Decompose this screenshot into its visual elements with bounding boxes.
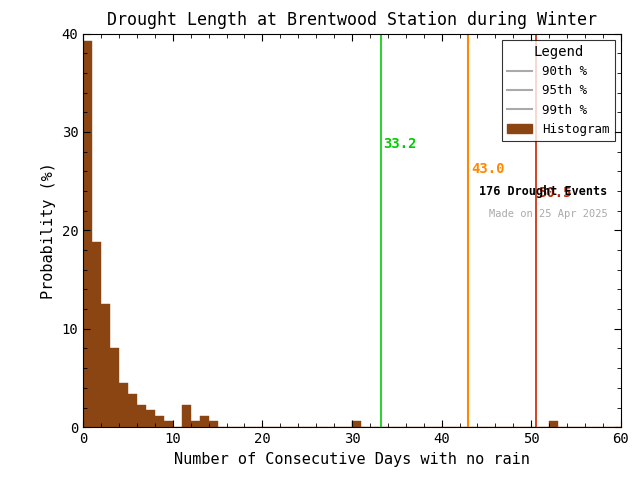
Y-axis label: Probability (%): Probability (%) [41,162,56,299]
Text: 50.5: 50.5 [538,186,572,200]
Legend: 90th %, 95th %, 99th %, Histogram: 90th %, 95th %, 99th %, Histogram [502,40,614,141]
Text: 176 Drought Events: 176 Drought Events [479,185,607,198]
Bar [352,421,361,427]
Bar [92,242,101,427]
Bar [182,405,191,427]
Bar [155,416,164,427]
Bar [119,383,128,427]
Text: 43.0: 43.0 [471,161,505,176]
Bar [549,421,558,427]
Bar [101,304,110,427]
Bar [110,348,119,427]
Bar [137,405,146,427]
Bar [128,394,137,427]
Bar [164,421,173,427]
Text: 33.2: 33.2 [383,137,417,151]
X-axis label: Number of Consecutive Days with no rain: Number of Consecutive Days with no rain [174,452,530,467]
Bar [191,421,200,427]
Text: Made on 25 Apr 2025: Made on 25 Apr 2025 [488,209,607,219]
Bar [83,41,92,427]
Title: Drought Length at Brentwood Station during Winter: Drought Length at Brentwood Station duri… [107,11,597,29]
Bar [209,421,218,427]
Bar [146,410,155,427]
Bar [200,416,209,427]
